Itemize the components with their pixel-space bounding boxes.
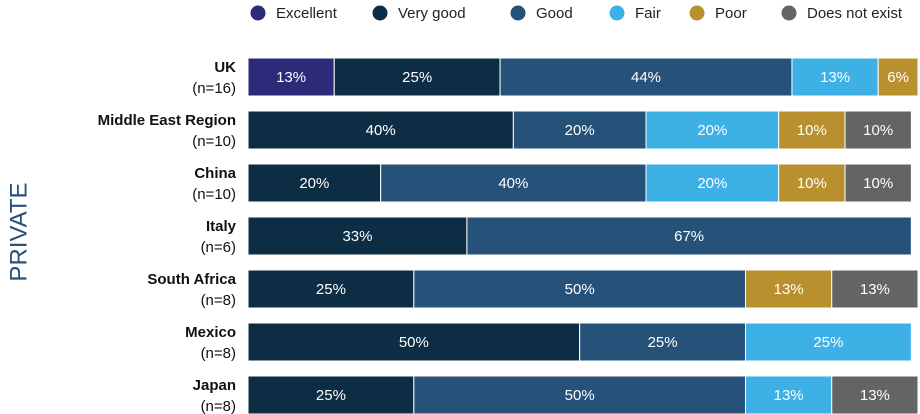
legend-swatch	[689, 5, 705, 21]
bar-segment	[380, 163, 647, 203]
sample-size: (n=8)	[201, 292, 236, 309]
value-label: 20%	[299, 175, 329, 192]
value-label: 20%	[697, 175, 727, 192]
legend-swatch	[781, 5, 797, 21]
bar-segment	[778, 110, 846, 150]
value-label: 13%	[820, 69, 850, 86]
sample-size: (n=16)	[192, 80, 236, 97]
value-label: 10%	[797, 122, 827, 139]
bar-segment	[413, 375, 747, 414]
value-label: 10%	[863, 122, 893, 139]
value-label: 33%	[342, 228, 372, 245]
category-label: Japan	[193, 377, 236, 394]
legend-swatch	[372, 5, 388, 21]
bar-segment	[413, 269, 747, 309]
bar-segment	[831, 269, 919, 309]
value-label: 10%	[863, 175, 893, 192]
value-label: 25%	[648, 334, 678, 351]
legend-label: Poor	[715, 5, 747, 22]
category-label: Middle East Region	[98, 112, 236, 129]
value-label: 20%	[565, 122, 595, 139]
value-label: 40%	[498, 175, 528, 192]
bar-segment	[466, 216, 912, 256]
bar-segment	[844, 110, 912, 150]
value-label: 50%	[565, 281, 595, 298]
bar-segment	[333, 57, 501, 97]
sample-size: (n=6)	[201, 239, 236, 256]
group-label: PRIVATE	[5, 182, 32, 281]
category-label: China	[194, 165, 236, 182]
bar-segment	[745, 269, 833, 309]
bar-segment	[247, 322, 581, 362]
bar-segment	[579, 322, 747, 362]
value-label: 50%	[565, 387, 595, 404]
value-label: 50%	[399, 334, 429, 351]
bar-segment	[745, 322, 912, 362]
sample-size: (n=8)	[201, 398, 236, 414]
bar-segment	[512, 110, 647, 150]
legend-label: Very good	[398, 5, 466, 22]
value-label: 20%	[697, 122, 727, 139]
legend-label: Excellent	[276, 5, 338, 22]
bar-segment	[499, 57, 793, 97]
bar-segment	[247, 216, 468, 256]
value-label: 6%	[887, 69, 909, 86]
legend-label: Does not exist	[807, 5, 903, 22]
bar-segment	[247, 269, 415, 309]
value-label: 25%	[316, 387, 346, 404]
bar-segment	[645, 110, 780, 150]
sample-size: (n=10)	[192, 186, 236, 203]
bar-segment	[877, 57, 919, 97]
bar-segment	[645, 163, 780, 203]
category-label: Mexico	[185, 324, 236, 341]
legend-label: Fair	[635, 5, 661, 22]
value-label: 25%	[813, 334, 843, 351]
bar-segment	[247, 110, 514, 150]
value-label: 10%	[797, 175, 827, 192]
bar-segment	[831, 375, 919, 414]
legend-swatch	[510, 5, 526, 21]
value-label: 67%	[674, 228, 704, 245]
legend-swatch	[609, 5, 625, 21]
bar-segment	[778, 163, 846, 203]
bar-segment	[247, 57, 335, 97]
legend-swatch	[250, 5, 266, 21]
bar-segment	[844, 163, 912, 203]
category-label: Italy	[206, 218, 237, 235]
sample-size: (n=8)	[201, 345, 236, 362]
value-label: 13%	[774, 387, 804, 404]
value-label: 25%	[316, 281, 346, 298]
value-label: 13%	[774, 281, 804, 298]
value-label: 44%	[631, 69, 661, 86]
bar-segment	[247, 375, 415, 414]
legend-label: Good	[536, 5, 573, 22]
category-label: UK	[214, 59, 236, 76]
sample-size: (n=10)	[192, 133, 236, 150]
category-label: South Africa	[147, 271, 236, 288]
value-label: 25%	[402, 69, 432, 86]
value-label: 13%	[860, 281, 890, 298]
value-label: 40%	[366, 122, 396, 139]
bar-segment	[745, 375, 833, 414]
value-label: 13%	[860, 387, 890, 404]
value-label: 13%	[276, 69, 306, 86]
